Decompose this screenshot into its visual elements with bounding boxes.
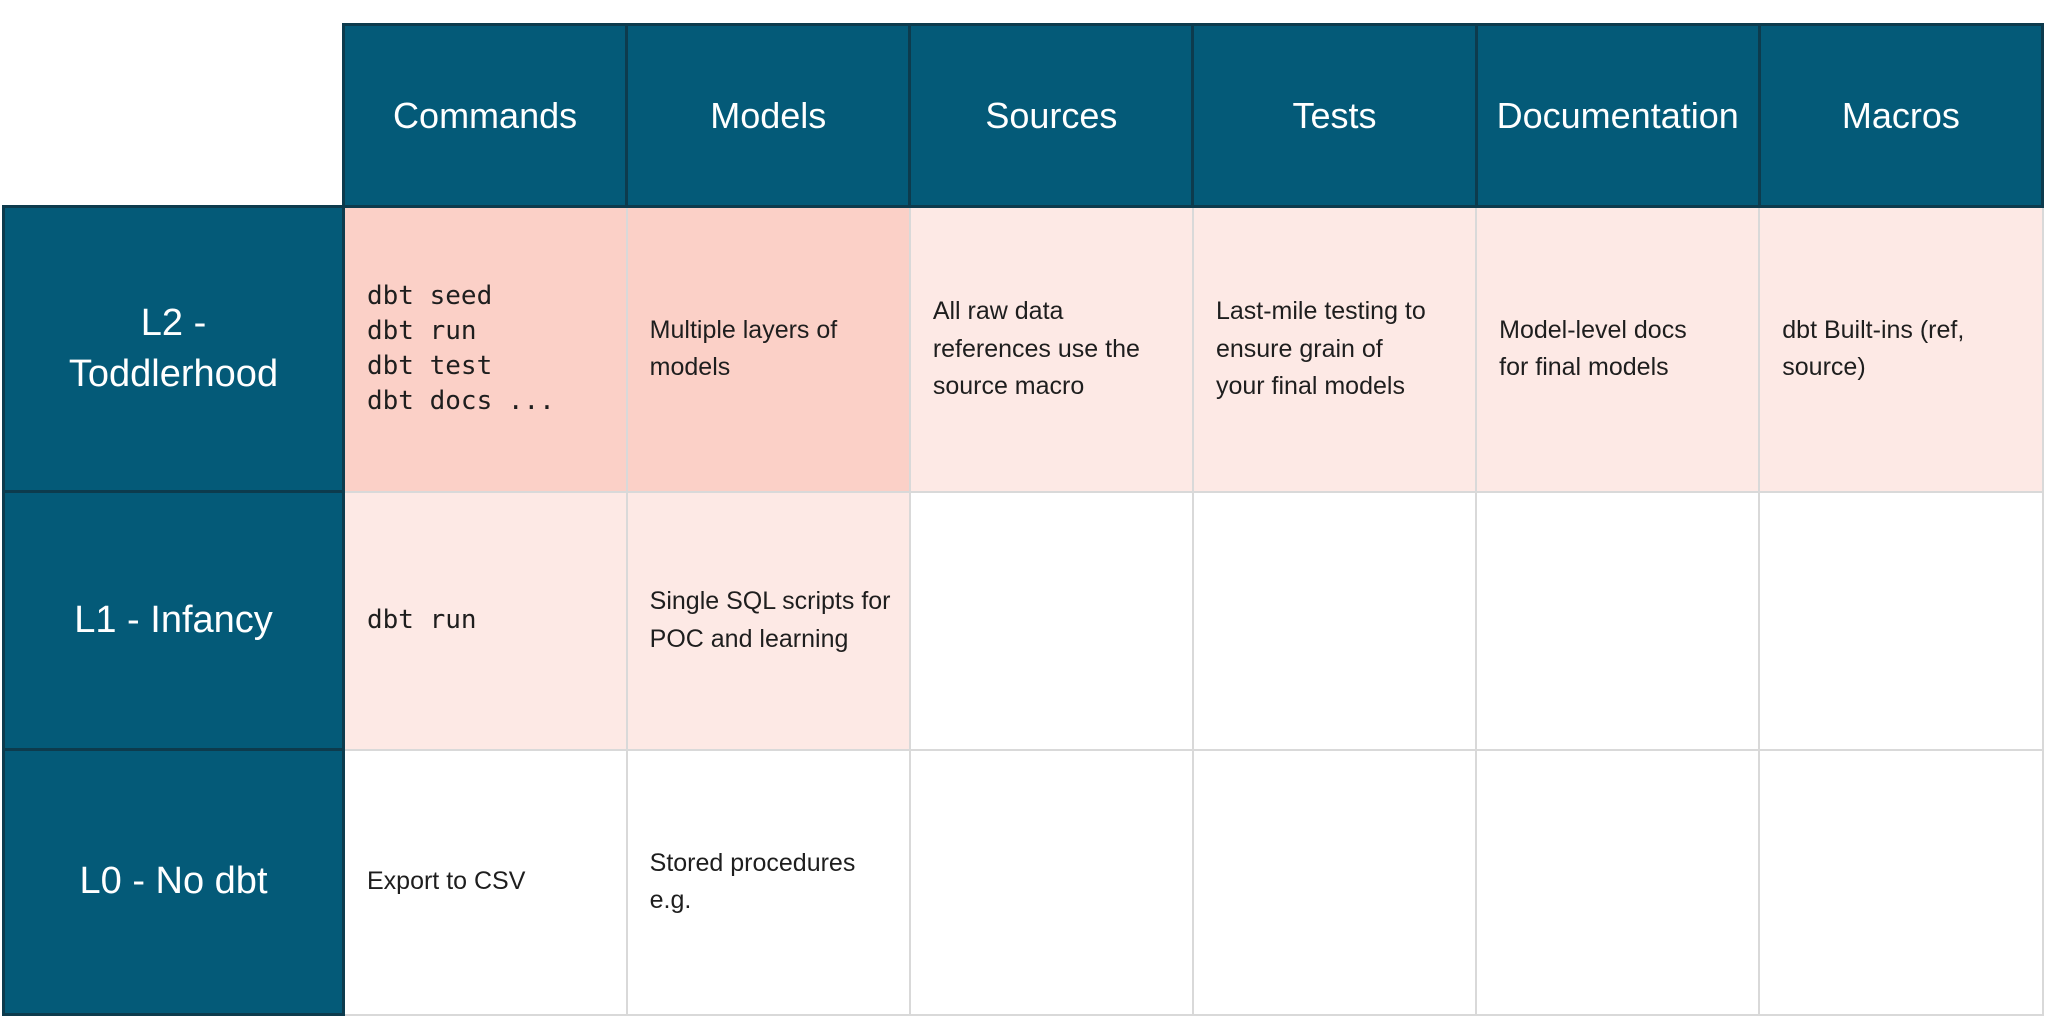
cell-l1-tests [1191,490,1478,751]
cell-l0-tests [1191,748,1478,1016]
cell-l1-sources [908,490,1194,751]
col-header-models: Models [625,23,912,208]
row-l0-no-dbt: L0 - No dbt Export to CSV Stored procedu… [2,748,2044,1016]
col-header-sources: Sources [908,23,1195,208]
corner-cell [3,24,344,207]
row-header-l2: L2 - Toddlerhood [2,205,345,493]
col-header-documentation: Documentation [1474,23,1761,208]
cell-l1-models: Single SQL scripts for POC and learning [625,490,911,751]
cell-l2-macros: dbt Built-ins (ref, source) [1758,205,2044,493]
cell-l2-commands: dbt seed dbt run dbt test dbt docs ... [342,205,628,493]
row-l1-infancy: L1 - Infancy dbt run Single SQL scripts … [2,490,2044,751]
cell-l2-models: Multiple layers of models [625,205,911,493]
col-header-commands: Commands [341,23,629,208]
row-l2-toddlerhood: L2 - Toddlerhood dbt seed dbt run dbt te… [2,205,2044,493]
cell-l2-sources: All raw data references use the source m… [908,205,1194,493]
col-header-tests: Tests [1191,23,1478,208]
column-header-row: Commands Models Sources Tests Documentat… [3,23,2045,208]
cell-l2-tests: Last-mile testing to ensure grain of you… [1191,205,1478,493]
cell-l0-sources [908,748,1194,1016]
cell-l0-commands: Export to CSV [342,748,628,1016]
cell-l0-documentation [1475,748,1761,1016]
cell-l1-commands: dbt run [342,490,628,751]
row-header-l0: L0 - No dbt [2,748,345,1016]
cell-l1-documentation [1475,490,1761,751]
cell-l0-models: Stored procedures e.g. [625,748,911,1016]
cell-l2-documentation: Model-level docs for final models [1475,205,1761,493]
cell-l0-macros [1758,748,2044,1016]
row-header-l1: L1 - Infancy [2,490,345,751]
cell-l1-macros [1758,490,2044,751]
dbt-maturity-table: Commands Models Sources Tests Documentat… [2,23,2045,1016]
col-header-macros: Macros [1757,23,2045,208]
